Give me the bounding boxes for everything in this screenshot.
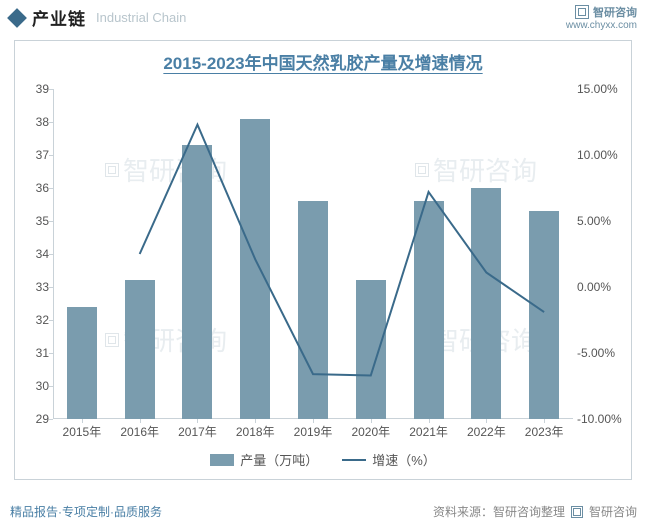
legend-swatch-bar [210,454,234,466]
legend-swatch-line [342,459,366,461]
header-left: 产业链 Industrial Chain [10,5,186,30]
y2-tick-label: 10.00% [577,148,629,162]
y1-tick-label: 35 [19,214,49,228]
x-tick-label: 2022年 [457,423,515,441]
brand-url: www.chyxx.com [566,20,637,31]
footer-right: 资料来源：智研咨询整理 智研咨询 [433,503,637,520]
y1-tick-label: 36 [19,181,49,195]
header-right: 智研咨询 www.chyxx.com [566,4,637,31]
footer: 精品报告·专项定制·品质服务 资料来源：智研咨询整理 智研咨询 [10,503,637,520]
x-tick-label: 2021年 [400,423,458,441]
legend-item-line: 增速（%） [342,450,436,469]
y2-tick-label: -5.00% [577,346,629,360]
y1-tick-label: 37 [19,148,49,162]
brand-row: 智研咨询 [566,4,637,20]
x-tick-label: 2015年 [53,423,111,441]
y1-tick-label: 33 [19,280,49,294]
brand-name: 智研咨询 [593,4,637,20]
y1-tick-label: 39 [19,82,49,96]
plot-area: 2930313233343536373839-10.00%-5.00%0.00%… [53,89,573,419]
x-tick-label: 2016年 [111,423,169,441]
footer-left: 精品报告·专项定制·品质服务 [10,503,162,520]
x-tick-label: 2019年 [284,423,342,441]
x-tick-label: 2017年 [169,423,227,441]
x-tick-label: 2023年 [515,423,573,441]
y1-tick-label: 32 [19,313,49,327]
y1-tick-label: 38 [19,115,49,129]
legend-label-bar: 产量（万吨） [240,450,318,469]
header-title-en: Industrial Chain [96,10,186,25]
x-tick-label: 2020年 [342,423,400,441]
header: 产业链 Industrial Chain 智研咨询 www.chyxx.com [0,0,647,31]
legend: 产量（万吨） 增速（%） [15,450,631,469]
y2-tick-label: 0.00% [577,280,629,294]
y1-tick-label: 30 [19,379,49,393]
chart-title: 2015-2023年中国天然乳胶产量及增速情况 [15,41,631,74]
y1-tick-label: 31 [19,346,49,360]
y2-tick-label: 5.00% [577,214,629,228]
y2-tick-label: 15.00% [577,82,629,96]
legend-item-bar: 产量（万吨） [210,450,318,469]
brand-logo-icon [575,5,589,19]
footer-source: 资料来源：智研咨询整理 [433,503,565,520]
x-axis-labels: 2015年2016年2017年2018年2019年2020年2021年2022年… [53,423,573,441]
diamond-icon [7,8,27,28]
y2-tick-label: -10.00% [577,412,629,426]
x-tick-label: 2018年 [226,423,284,441]
legend-label-line: 增速（%） [372,450,436,469]
header-title-cn: 产业链 [32,5,86,30]
y1-tick-label: 34 [19,247,49,261]
y1-tick-label: 29 [19,412,49,426]
growth-line [53,89,573,419]
chart-container: 2015-2023年中国天然乳胶产量及增速情况 智研咨询 智研咨询 智研咨询 智… [14,40,632,480]
footer-logo-icon [571,506,583,518]
footer-brand: 智研咨询 [589,503,637,520]
